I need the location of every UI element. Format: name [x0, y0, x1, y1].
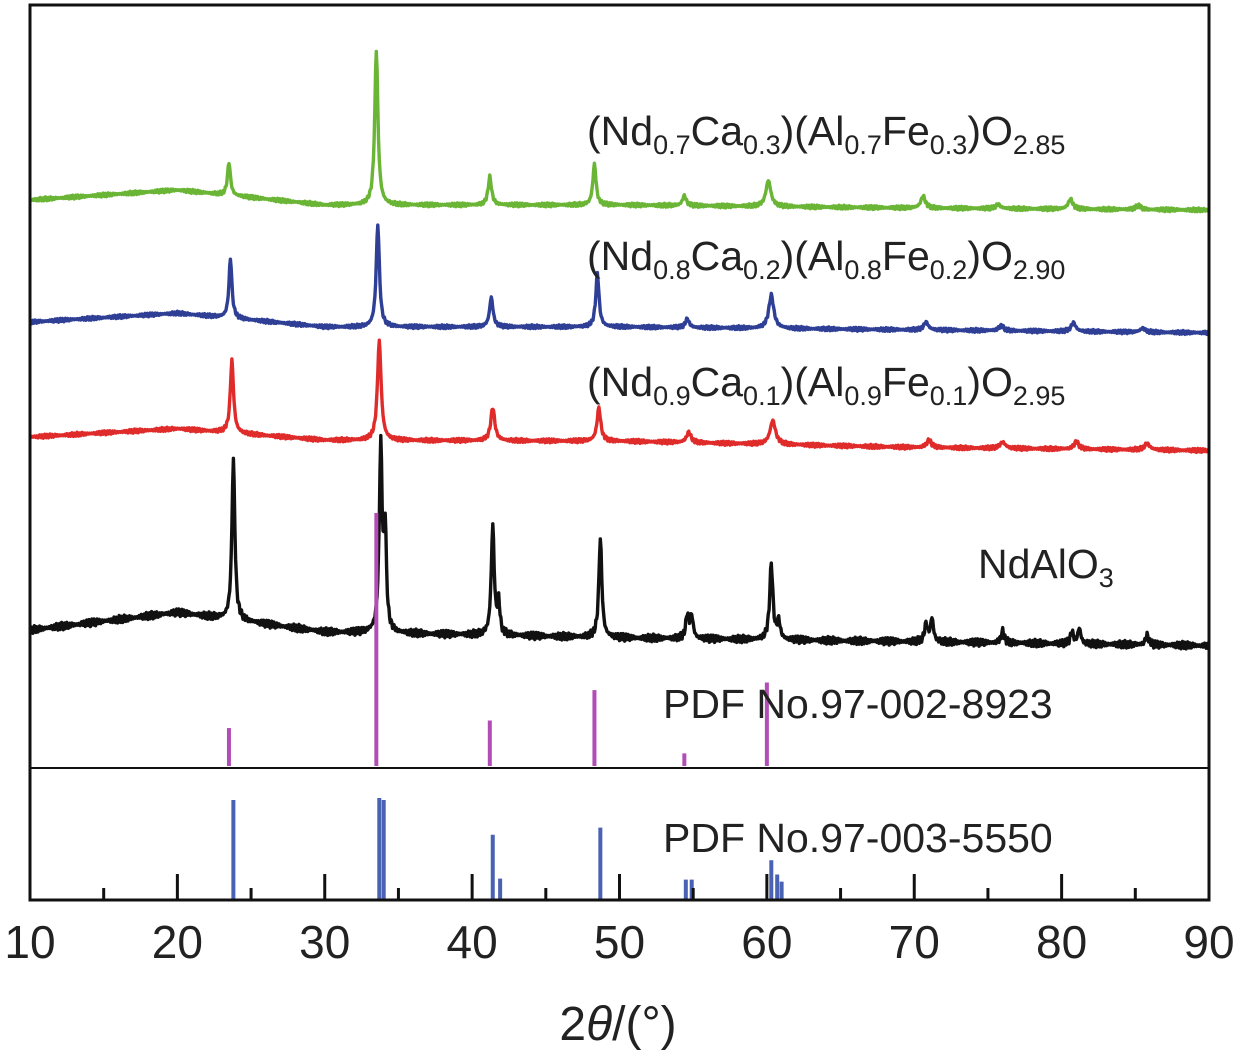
label-subscript: 0.8	[653, 255, 691, 285]
pattern-label: (Nd0.7Ca0.3)(Al0.7Fe0.3)O2.85	[587, 108, 1065, 160]
x-tick-label: 90	[1183, 916, 1234, 968]
label-text: )(Al	[781, 233, 845, 279]
xrd-trace	[28, 223, 1211, 337]
label-subscript: 0.3	[930, 130, 968, 160]
label-text: (Nd	[587, 359, 653, 405]
xrd-trace	[29, 49, 1210, 214]
label-text: Ca	[691, 359, 744, 405]
label-subscript: 0.1	[930, 381, 968, 411]
x-tick-label: 60	[741, 916, 792, 968]
x-tick-label: 70	[889, 916, 940, 968]
xrd-trace	[28, 338, 1211, 455]
label-subscript: 0.1	[743, 381, 781, 411]
label-text: Fe	[882, 359, 930, 405]
label-subscript: 2.90	[1013, 255, 1066, 285]
x-axis-label-prefix: 2	[559, 998, 586, 1051]
label-text: (Nd	[587, 108, 653, 154]
reference-label: PDF No.97-003-5550	[663, 815, 1053, 861]
pattern-label: (Nd0.8Ca0.2)(Al0.8Fe0.2)O2.90	[587, 233, 1065, 285]
plot-frame	[28, 3, 1211, 902]
x-tick-label: 30	[299, 916, 350, 968]
label-text: Ca	[691, 233, 744, 279]
label-text: )O	[967, 233, 1013, 279]
pattern-label: NdAlO3	[978, 541, 1114, 593]
x-tick-label: 80	[1036, 916, 1087, 968]
x-axis-label-suffix: /(°)	[612, 998, 677, 1051]
label-subscript: 0.2	[930, 255, 968, 285]
reference-label: PDF No.97-002-8923	[663, 681, 1053, 727]
label-subscript: 0.7	[653, 130, 691, 160]
label-text: Fe	[882, 233, 930, 279]
label-text: Ca	[691, 108, 744, 154]
x-axis-label-symbol: θ	[586, 998, 612, 1051]
label-subscript: 3	[1099, 563, 1114, 593]
label-subscript: 0.3	[743, 130, 781, 160]
x-tick-label: 10	[4, 916, 55, 968]
label-text: )O	[967, 108, 1013, 154]
label-subscript: 2.95	[1013, 381, 1066, 411]
xrd-trace	[28, 433, 1211, 651]
xrd-traces	[28, 49, 1211, 651]
label-text: NdAlO	[978, 541, 1099, 587]
label-text: Fe	[882, 108, 930, 154]
pattern-label: (Nd0.9Ca0.1)(Al0.9Fe0.1)O2.95	[587, 359, 1065, 411]
x-tick-label: 50	[594, 916, 645, 968]
label-subscript: 0.2	[743, 255, 781, 285]
x-tick-label: 20	[152, 916, 203, 968]
label-subscript: 0.7	[844, 130, 882, 160]
label-text: )(Al	[781, 108, 845, 154]
label-subscript: 0.9	[844, 381, 882, 411]
label-text: )(Al	[781, 359, 845, 405]
label-subscript: 0.9	[653, 381, 691, 411]
pattern-labels: (Nd0.7Ca0.3)(Al0.7Fe0.3)O2.85(Nd0.8Ca0.2…	[587, 108, 1114, 861]
x-axis-label: 2θ/(°)	[559, 998, 676, 1051]
x-tick-label: 40	[447, 916, 498, 968]
label-subscript: 2.85	[1013, 130, 1066, 160]
label-text: )O	[967, 359, 1013, 405]
x-axis-ticks: 10 20 30 40 50 60 70 80 90	[4, 874, 1235, 968]
label-text: (Nd	[587, 233, 653, 279]
label-subscript: 0.8	[844, 255, 882, 285]
